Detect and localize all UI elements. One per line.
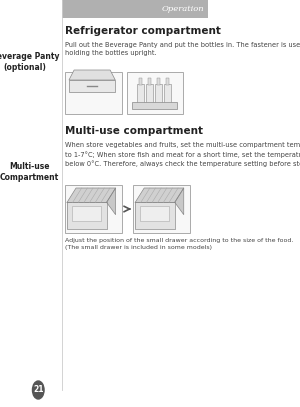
Bar	[164, 84, 171, 102]
Bar	[62, 0, 208, 18]
Text: Adjust the position of the small drawer according to the size of the food.
(The : Adjust the position of the small drawer …	[65, 238, 293, 250]
Text: Refrigerator compartment: Refrigerator compartment	[65, 26, 221, 36]
Text: Operation: Operation	[162, 5, 204, 13]
Bar	[127, 72, 183, 114]
Bar	[72, 206, 101, 221]
Polygon shape	[135, 188, 184, 202]
Polygon shape	[106, 188, 116, 214]
Bar	[65, 185, 122, 233]
Text: When store vegetables and fruits, set the multi-use compartment temperature
to 1: When store vegetables and fruits, set th…	[65, 142, 300, 167]
Bar	[65, 72, 122, 114]
Text: Multi-use
Compartment: Multi-use Compartment	[0, 162, 59, 182]
Bar	[146, 84, 153, 102]
Bar	[155, 84, 162, 102]
Bar	[69, 80, 115, 92]
Text: 21: 21	[33, 385, 44, 394]
Bar	[137, 84, 144, 102]
Polygon shape	[67, 188, 116, 202]
Bar	[148, 78, 151, 85]
Polygon shape	[67, 202, 106, 229]
Polygon shape	[69, 70, 115, 80]
Bar	[139, 78, 142, 85]
Polygon shape	[135, 202, 175, 229]
Polygon shape	[175, 188, 184, 214]
Text: Pull out the Beverage Panty and put the bottles in. The fastener is used for
hol: Pull out the Beverage Panty and put the …	[65, 42, 300, 57]
Text: Beverage Panty
(optional): Beverage Panty (optional)	[0, 53, 59, 72]
Bar	[166, 78, 169, 85]
Bar	[133, 185, 190, 233]
Bar	[132, 102, 177, 109]
Bar	[157, 78, 160, 85]
Circle shape	[32, 381, 44, 399]
Text: Multi-use compartment: Multi-use compartment	[65, 126, 203, 136]
Bar	[140, 206, 169, 221]
